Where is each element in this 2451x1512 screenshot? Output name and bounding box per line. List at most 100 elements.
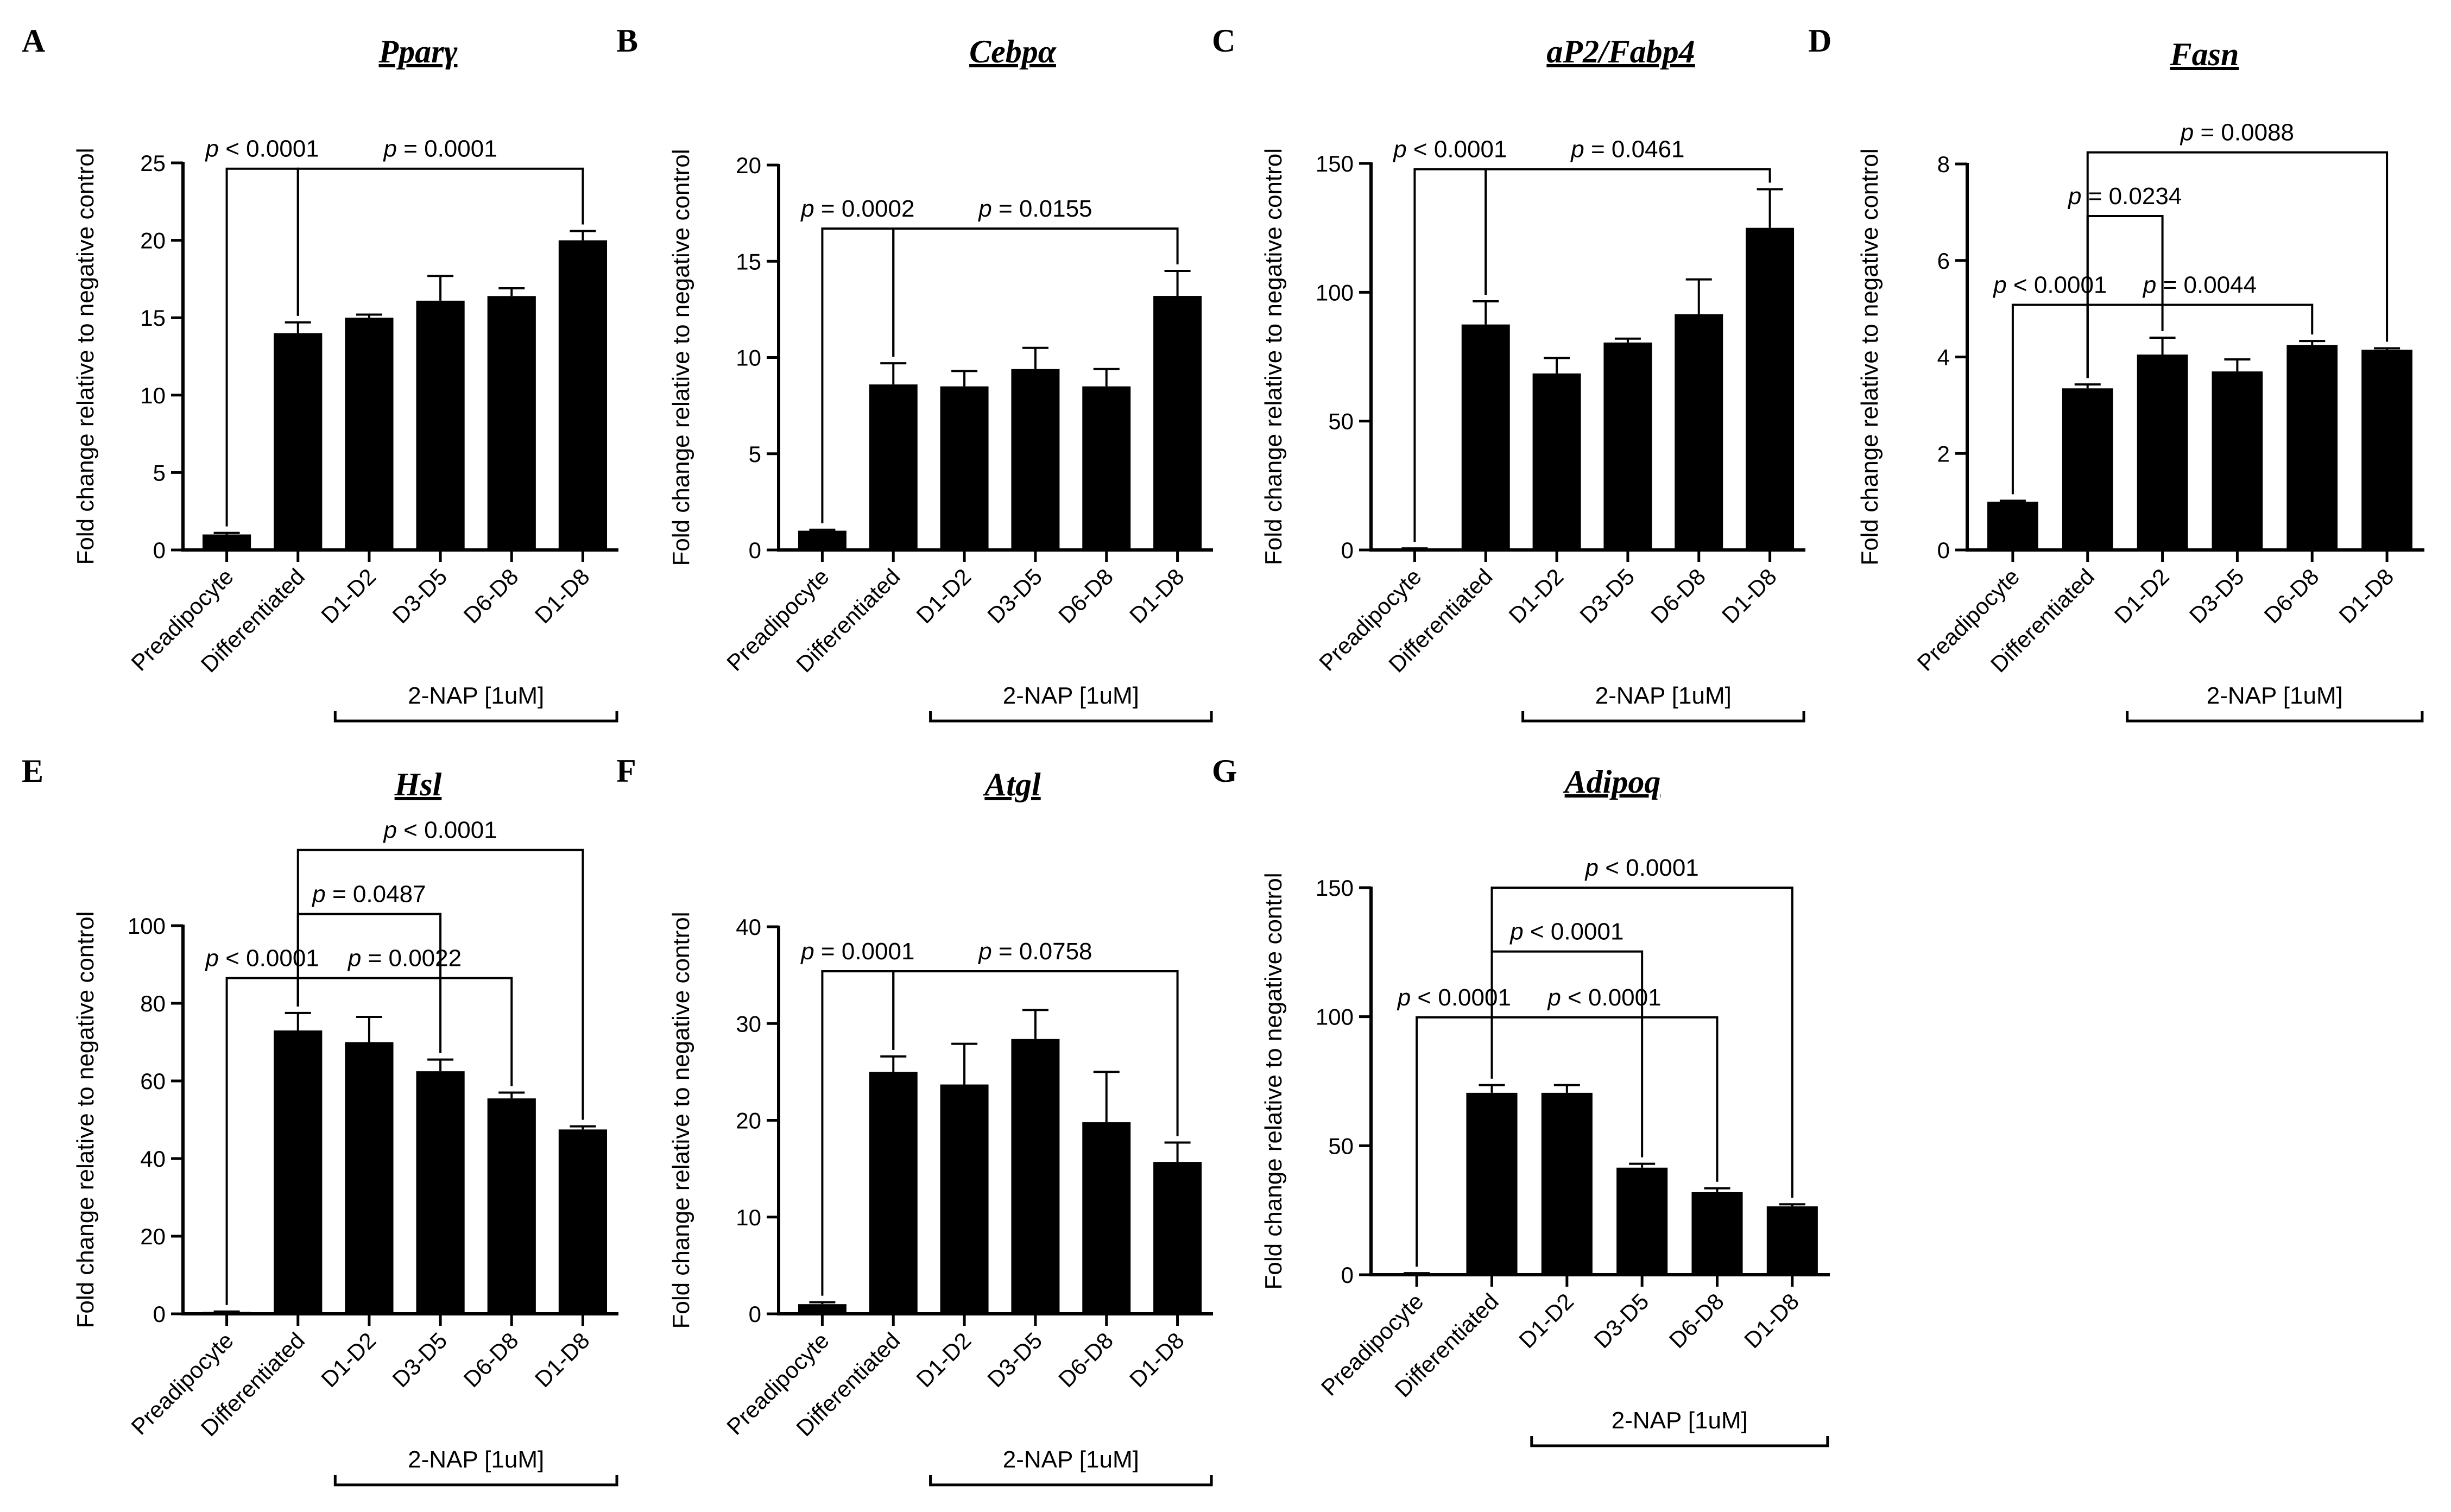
y-tick-label: 0 [153, 1301, 166, 1327]
y-tick-label: 40 [140, 1146, 166, 1172]
y-axis-label: Fold change relative to negative control [668, 912, 694, 1328]
treatment-bracket [929, 711, 1213, 723]
bar [558, 1129, 608, 1314]
y-tick-label: 8 [1937, 151, 1950, 177]
y-tick-label: 30 [736, 1011, 761, 1036]
bar [487, 296, 536, 550]
y-tick-label: 5 [153, 460, 166, 485]
x-tick-label: D1-D8 [530, 1327, 595, 1392]
x-tick-label: D1-D8 [1717, 564, 1782, 628]
chart-panel-a: A Pparγ Fold change relative to negative c… [22, 23, 618, 723]
significance-bracket [296, 849, 584, 1120]
treatment-label: 2-NAP [1uM] [408, 1446, 544, 1473]
y-tick-label: 50 [1328, 409, 1354, 434]
bar [940, 386, 989, 550]
y-tick-label: 5 [749, 441, 761, 467]
bar [1541, 1092, 1593, 1275]
bar [345, 318, 394, 550]
treatment-label: 2-NAP [1uM] [2207, 682, 2343, 709]
panel-title: Fasn [2170, 36, 2239, 72]
x-tick-label: D1-D2 [316, 564, 381, 628]
x-tick-label: D6-D8 [1664, 1288, 1729, 1353]
bar [1011, 369, 1060, 550]
significance-bracket [1485, 168, 1771, 295]
x-tick-label: D1-D8 [1125, 564, 1189, 628]
panel-letter: F [616, 753, 636, 789]
p-value-label: p < 0.0001 [1584, 855, 1699, 881]
x-tick-label: D1-D2 [911, 1327, 976, 1392]
panel-letter: B [616, 23, 638, 59]
bar [1082, 1122, 1131, 1314]
bar [1011, 1039, 1060, 1314]
bar [416, 1071, 465, 1314]
y-tick-label: 100 [1316, 280, 1354, 305]
y-axis-label: Fold change relative to negative control [1856, 148, 1883, 565]
y-tick-label: 20 [140, 228, 166, 254]
treatment-bracket [333, 1475, 618, 1486]
y-axis-label: Fold change relative to negative control [1260, 872, 1287, 1289]
treatment-label: 2-NAP [1uM] [1003, 1446, 1139, 1473]
bar [1153, 296, 1202, 550]
y-axis-label: Fold change relative to negative control [72, 911, 99, 1328]
x-tick-label: D1-D8 [2334, 564, 2398, 628]
y-tick-label: 0 [1341, 1262, 1354, 1288]
bar [1461, 324, 1510, 550]
x-tick-label: D6-D8 [1646, 564, 1710, 628]
panel-title: Atgl [982, 767, 1041, 802]
bar [869, 384, 918, 550]
y-tick-label: 40 [736, 914, 761, 940]
x-tick-label: D3-D5 [1589, 1288, 1653, 1353]
chart-panel-d: D Fasn Fold change relative to negative co… [1808, 23, 2424, 723]
y-tick-label: 10 [736, 345, 761, 371]
x-tick-label: D1-D8 [1125, 1327, 1189, 1392]
y-tick-label: 6 [1937, 248, 1950, 274]
treatment-label: 2-NAP [1uM] [408, 682, 544, 709]
x-tick-label: D6-D8 [2259, 564, 2324, 628]
y-tick-label: 4 [1937, 345, 1950, 370]
p-value-label: p < 0.0001 [1992, 272, 2107, 299]
y-tick-label: 20 [140, 1224, 166, 1249]
chart-panel-b: B Cebpα Fold change relative to negative c… [616, 23, 1213, 723]
p-value-label: p = 0.0487 [311, 881, 426, 908]
bar [1987, 502, 2038, 550]
x-tick-label: D3-D5 [2184, 564, 2249, 628]
x-tick-label: D1-D8 [530, 564, 595, 628]
panel-title: Cebpα [969, 34, 1057, 69]
y-tick-label: 100 [1316, 1004, 1354, 1030]
x-tick-label: D3-D5 [387, 564, 452, 628]
p-value-label: p = 0.0155 [977, 195, 1092, 222]
treatment-bracket [333, 711, 618, 723]
y-tick-label: 25 [140, 150, 166, 176]
y-tick-label: 2 [1937, 441, 1950, 466]
p-value-label: p < 0.0001 [205, 136, 319, 162]
bar [1675, 314, 1723, 550]
p-value-label: p = 0.0001 [382, 136, 497, 162]
x-tick-label: D1-D2 [1514, 1288, 1578, 1353]
treatment-bracket [2126, 711, 2424, 723]
panel-letter: G [1212, 753, 1237, 789]
p-value-label: p = 0.0234 [2067, 183, 2182, 210]
x-tick-label: D1-D2 [911, 564, 976, 628]
panel-title: Adipoq [1563, 764, 1661, 800]
bar [1466, 1092, 1518, 1275]
chart-panel-e: E Hsl Fold change relative to negative con… [22, 753, 618, 1486]
panel-title: Hsl [394, 767, 442, 802]
panel-title: aP2/Fabp4 [1546, 34, 1695, 69]
chart-panel-g: G Adipoq Fold change relative to negative … [1212, 753, 1830, 1447]
x-tick-label: D6-D8 [459, 564, 523, 628]
y-tick-label: 10 [140, 383, 166, 408]
bar [202, 534, 251, 550]
y-axis-label: Fold change relative to negative control [1260, 148, 1287, 565]
y-tick-label: 150 [1316, 151, 1354, 176]
x-tick-label: D6-D8 [459, 1327, 523, 1392]
treatment-label: 2-NAP [1uM] [1595, 682, 1732, 709]
y-tick-label: 60 [140, 1068, 166, 1094]
x-tick-label: D1-D8 [1739, 1288, 1804, 1353]
significance-bracket [296, 977, 513, 1086]
p-value-label: p = 0.0044 [2142, 272, 2257, 299]
x-tick-label: D3-D5 [1575, 564, 1639, 628]
y-tick-label: 0 [749, 537, 761, 563]
